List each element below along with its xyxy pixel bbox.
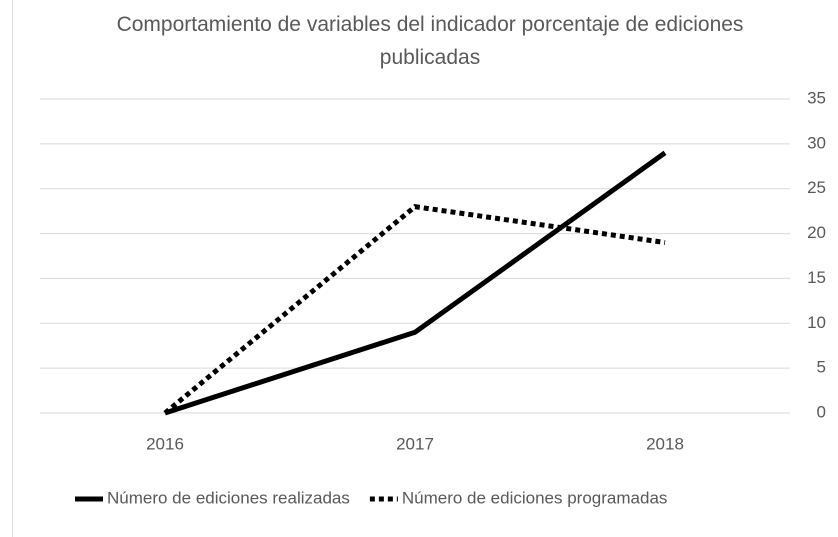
legend-label: Número de ediciones realizadas [107,488,350,507]
y-tick-label: 20 [807,223,826,242]
y-tick-label: 35 [807,88,826,107]
x-tick-label: 2018 [646,434,684,453]
chart-frame [12,0,838,537]
series-line [164,150,667,416]
legend-label: Número de ediciones programadas [402,488,668,507]
series-line [163,204,666,415]
y-tick-label: 5 [817,358,826,377]
y-tick-label: 0 [817,402,826,421]
x-tick-label: 2017 [396,434,434,453]
y-tick-label: 30 [807,133,826,152]
y-tick-label: 25 [807,178,826,197]
y-tick-label: 10 [807,313,826,332]
x-tick-label: 2016 [146,434,184,453]
y-tick-label: 15 [807,268,826,287]
chart-title: Comportamiento de variables del indicado… [116,13,744,69]
